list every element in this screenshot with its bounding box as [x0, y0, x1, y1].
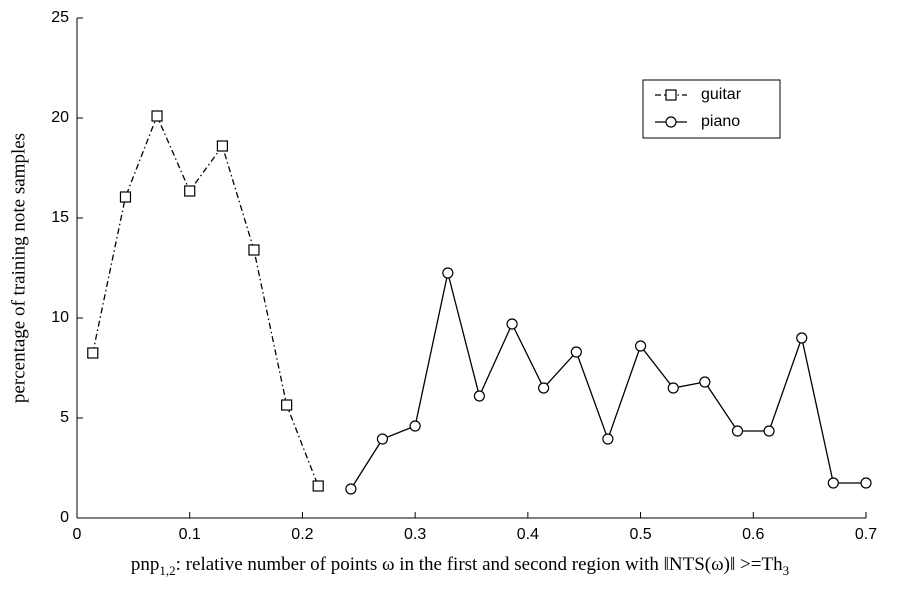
- marker: [665, 116, 677, 128]
- x-tick-label: 0.1: [179, 526, 201, 543]
- marker: [473, 390, 485, 402]
- x-tick-label: 0.7: [855, 526, 877, 543]
- y-tick-label: 15: [51, 209, 69, 226]
- marker: [796, 332, 808, 344]
- marker: [151, 110, 163, 122]
- y-axis-label: percentage of training note samples: [8, 133, 29, 403]
- x-tick-label: 0.3: [404, 526, 426, 543]
- y-tick-label: 25: [51, 9, 69, 26]
- marker: [665, 89, 677, 101]
- marker: [763, 425, 775, 437]
- x-tick-label: 0: [73, 526, 82, 543]
- marker: [376, 433, 389, 445]
- x-tick-label: 0.2: [291, 526, 313, 543]
- marker: [602, 433, 614, 445]
- marker: [119, 191, 132, 203]
- marker: [442, 267, 454, 279]
- x-axis-label: pnp1,2: relative number of points ω in t…: [131, 554, 789, 578]
- y-tick-label: 0: [60, 509, 69, 526]
- x-label-part: pnp: [131, 554, 160, 575]
- marker: [345, 483, 357, 495]
- y-tick-label: 10: [51, 309, 69, 326]
- x-label-part: : relative number of points ω in the fir…: [176, 554, 783, 575]
- marker: [570, 346, 582, 358]
- marker: [506, 318, 518, 330]
- y-tick-label: 5: [60, 409, 69, 426]
- marker: [216, 140, 229, 152]
- x-tick-label: 0.4: [517, 526, 539, 543]
- x-tick-label: 0.5: [629, 526, 651, 543]
- x-tick-label: 0.6: [742, 526, 764, 543]
- series-line: [92, 114, 319, 487]
- marker: [409, 420, 421, 432]
- x-label-sub: 1,2: [159, 563, 175, 578]
- marker: [731, 425, 744, 437]
- marker: [312, 480, 324, 492]
- marker: [827, 477, 839, 489]
- marker: [281, 399, 293, 411]
- marker: [538, 382, 550, 394]
- x-label-sub: 3: [783, 563, 790, 578]
- marker: [634, 340, 647, 352]
- marker: [667, 382, 679, 394]
- marker: [184, 185, 196, 197]
- marker: [699, 376, 711, 388]
- legend-label: piano: [701, 113, 740, 130]
- y-tick-label: 20: [51, 109, 69, 126]
- series-line: [350, 272, 866, 490]
- legend-label: guitar: [701, 86, 742, 103]
- marker: [860, 477, 872, 489]
- marker: [87, 347, 99, 359]
- marker: [248, 244, 260, 256]
